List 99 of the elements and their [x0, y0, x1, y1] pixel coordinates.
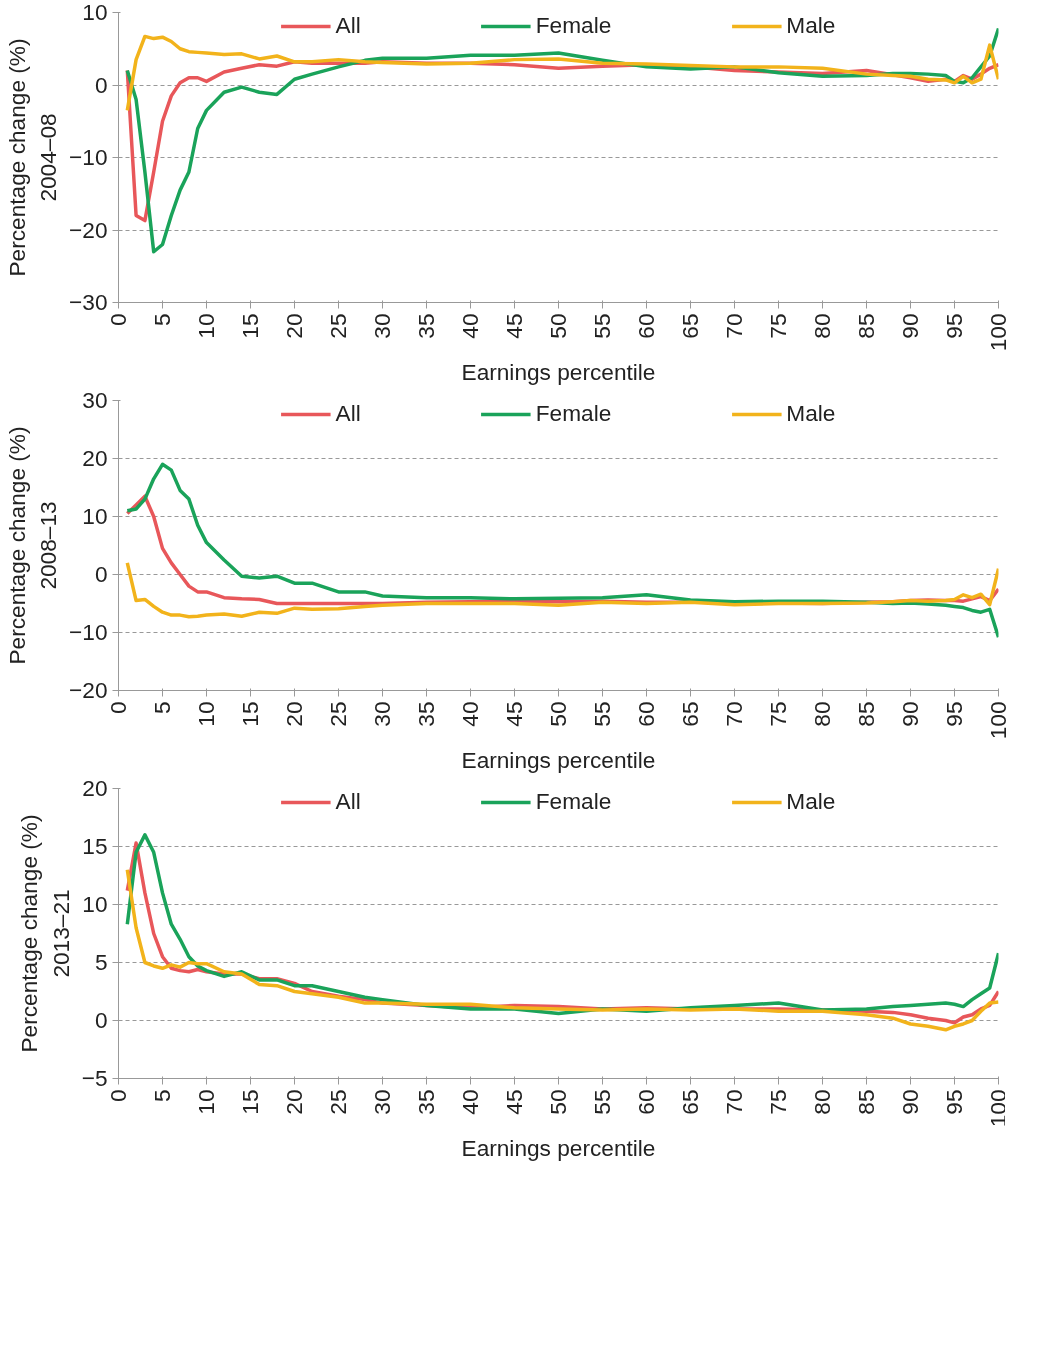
x-tick-label: 100	[985, 701, 1011, 740]
x-tick-label: 10	[193, 701, 219, 727]
y-tick-label: 10	[82, 891, 108, 917]
x-tick-label: 25	[325, 701, 351, 727]
x-tick-label: 85	[853, 313, 879, 339]
x-tick-label: 35	[413, 701, 439, 727]
x-tick-label: 85	[853, 701, 879, 727]
line-series	[125, 867, 999, 1032]
x-tick-label: 45	[501, 1089, 527, 1115]
x-tick-label: 100	[984, 1089, 1011, 1128]
x-axis-title: Earnings percentile	[461, 1135, 656, 1162]
x-tick-label: 30	[369, 701, 395, 727]
x-tick-label: 90	[897, 1089, 923, 1115]
y-axis-title: Percentage change (%) 2013–21	[16, 814, 74, 1053]
legend-label: All	[335, 12, 361, 39]
x-tick-label: 60	[633, 701, 659, 727]
x-tick-label: 25	[325, 313, 351, 339]
x-tick-label: 55	[589, 1089, 615, 1115]
legend-label: Male	[786, 788, 836, 815]
x-tick-label: 70	[721, 701, 747, 727]
x-tick-label: 50	[545, 313, 571, 339]
x-tick-label: 55	[589, 313, 615, 339]
y-tick-label: −20	[69, 216, 108, 243]
x-tick-label: 75	[765, 1089, 791, 1115]
y-tick-label: 0	[94, 1007, 108, 1033]
x-tick-label: 40	[457, 1089, 483, 1115]
x-tick-label: 20	[281, 313, 307, 339]
x-tick-label: 55	[589, 701, 615, 727]
x-tick-label: 5	[149, 1089, 175, 1103]
y-tick-label: −10	[69, 619, 108, 645]
x-tick-label: 80	[809, 313, 835, 339]
y-tick-label: 0	[94, 561, 108, 587]
x-tick-label: 0	[105, 313, 131, 327]
legend-label: Male	[786, 400, 836, 427]
y-tick-label: 0	[94, 71, 108, 98]
x-tick-label: 35	[413, 1089, 439, 1115]
x-tick-label: 15	[237, 313, 263, 339]
x-tick-label: 10	[193, 313, 219, 339]
x-tick-label: 100	[985, 313, 1011, 352]
y-axis-title: Percentage change (%) 2004–08	[3, 38, 62, 277]
x-tick-label: 65	[677, 701, 703, 727]
x-tick-label: 0	[105, 701, 131, 715]
y-tick-label: −30	[69, 289, 108, 315]
x-tick-label: 15	[237, 701, 263, 727]
x-tick-label: 20	[281, 1089, 307, 1115]
line-series	[125, 561, 999, 619]
x-tick-label: 60	[633, 313, 659, 339]
x-tick-label: 20	[281, 701, 307, 727]
x-tick-label: 25	[325, 1089, 351, 1115]
legend-label: Female	[535, 12, 612, 39]
x-tick-label: 40	[457, 313, 483, 339]
x-tick-label: 15	[237, 1089, 263, 1115]
x-tick-label: 65	[677, 313, 703, 339]
x-tick-label: 75	[765, 701, 791, 727]
x-tick-label: 95	[941, 701, 967, 727]
x-tick-label: 65	[677, 1089, 703, 1115]
x-tick-label: 0	[105, 1089, 131, 1103]
line-series	[125, 34, 999, 113]
x-tick-label: 70	[721, 1089, 747, 1115]
y-tick-label: 20	[82, 445, 108, 471]
legend-label: Female	[535, 400, 612, 427]
y-tick-label: 5	[94, 949, 108, 975]
y-axis-title: Percentage change (%) 2008–13	[3, 426, 62, 665]
x-axis-title: Earnings percentile	[461, 747, 656, 774]
y-tick-label: 15	[82, 833, 108, 859]
y-tick-label: 30	[82, 387, 108, 413]
x-tick-label: 60	[633, 1089, 659, 1115]
x-tick-label: 30	[369, 1089, 395, 1115]
y-tick-label: −10	[69, 144, 108, 170]
x-tick-label: 5	[149, 313, 175, 327]
x-tick-label: 80	[809, 1089, 835, 1115]
x-tick-label: 5	[149, 701, 175, 715]
legend-label: Female	[535, 788, 612, 815]
x-tick-label: 70	[721, 313, 747, 339]
x-tick-label: 50	[545, 1089, 571, 1115]
x-tick-label: 90	[897, 701, 923, 727]
x-tick-label: 45	[501, 313, 527, 339]
y-tick-label: 20	[82, 775, 108, 801]
y-tick-label: 10	[82, 0, 108, 25]
y-tick-label: −5	[81, 1065, 108, 1091]
x-tick-label: 80	[809, 701, 835, 727]
legend-label: All	[335, 788, 361, 815]
y-tick-label: −20	[69, 677, 108, 703]
y-tick-label: 10	[82, 503, 108, 529]
x-tick-label: 35	[413, 313, 439, 339]
x-axis-title: Earnings percentile	[461, 359, 656, 386]
x-tick-label: 95	[941, 313, 967, 339]
legend-label: All	[335, 400, 361, 427]
x-tick-label: 40	[457, 701, 483, 727]
x-tick-label: 10	[193, 1089, 219, 1115]
x-tick-label: 45	[501, 701, 527, 727]
x-tick-label: 85	[853, 1089, 879, 1115]
x-tick-label: 30	[369, 313, 395, 339]
legend-label: Male	[786, 12, 836, 39]
x-tick-label: 50	[545, 701, 571, 727]
line-series	[125, 462, 999, 639]
x-tick-label: 75	[765, 313, 791, 339]
x-tick-label: 95	[941, 1089, 967, 1115]
x-tick-label: 90	[897, 313, 923, 339]
